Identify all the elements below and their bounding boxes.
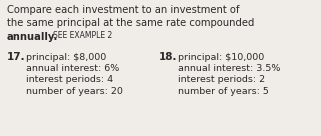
Text: principal: $8,000: principal: $8,000 xyxy=(26,52,106,61)
Text: SEE EXAMPLE 2: SEE EXAMPLE 2 xyxy=(53,32,112,41)
Text: 18.: 18. xyxy=(159,52,178,63)
Text: the same principal at the same rate compounded: the same principal at the same rate comp… xyxy=(7,18,254,29)
Text: interest periods: 4: interest periods: 4 xyxy=(26,75,113,84)
Text: number of years: 20: number of years: 20 xyxy=(26,87,123,96)
Text: annually.: annually. xyxy=(7,32,58,42)
Text: 17.: 17. xyxy=(7,52,26,63)
Text: annual interest: 6%: annual interest: 6% xyxy=(26,64,119,73)
Text: principal: $10,000: principal: $10,000 xyxy=(178,52,264,61)
Text: Compare each investment to an investment of: Compare each investment to an investment… xyxy=(7,5,239,15)
Text: annual interest: 3.5%: annual interest: 3.5% xyxy=(178,64,280,73)
Text: number of years: 5: number of years: 5 xyxy=(178,87,269,96)
Text: interest periods: 2: interest periods: 2 xyxy=(178,75,265,84)
